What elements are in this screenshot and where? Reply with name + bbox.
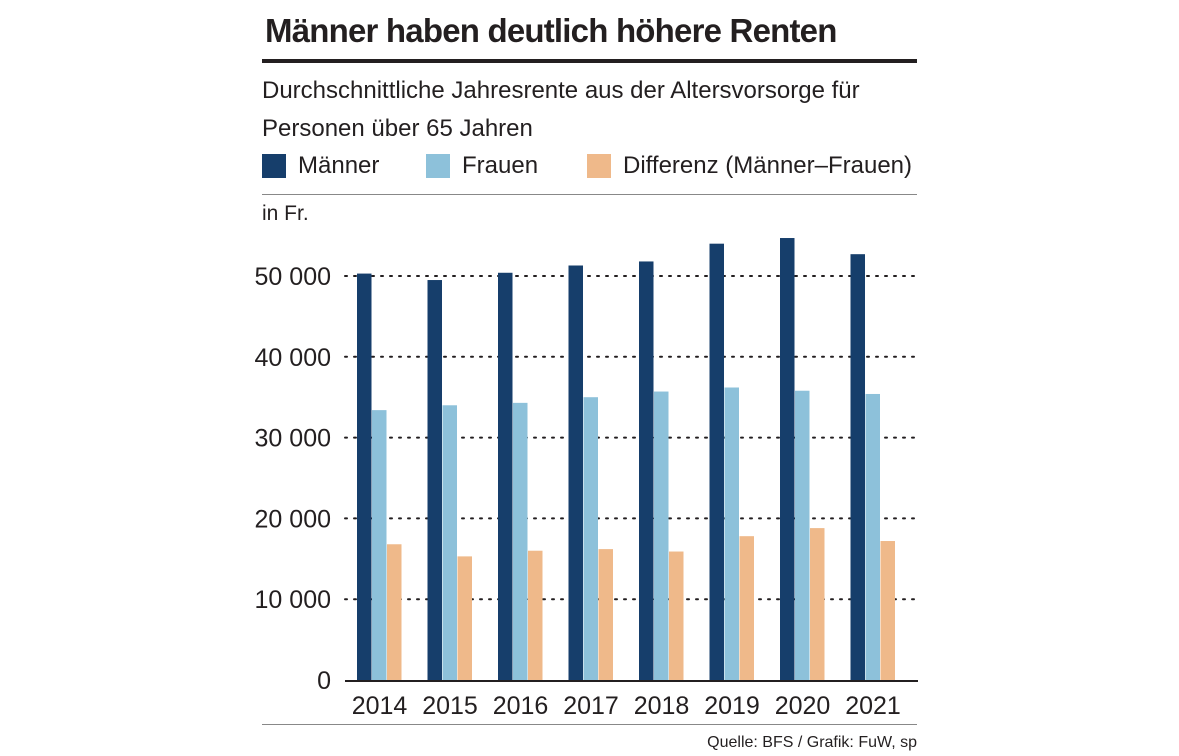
bar-differenz-2014 [387, 544, 402, 680]
legend: Männer Frauen Differenz (Männer–Frauen) [262, 152, 922, 186]
y-tick-label: 20 000 [255, 505, 331, 533]
bar-maenner-2018 [639, 261, 654, 680]
x-tick-label: 2020 [775, 692, 831, 720]
x-tick-label: 2021 [845, 692, 901, 720]
bar-differenz-2020 [810, 528, 825, 680]
chart-title: Männer haben deutlich höhere Renten [265, 12, 837, 49]
y-tick-label: 30 000 [255, 425, 331, 453]
bar-frauen-2014 [372, 410, 387, 680]
bar-maenner-2021 [850, 254, 865, 680]
bar-frauen-2020 [795, 390, 810, 680]
y-tick-label: 10 000 [255, 586, 331, 614]
bar-frauen-2019 [724, 387, 739, 680]
bar-frauen-2016 [513, 402, 528, 680]
bar-maenner-2015 [427, 280, 442, 680]
bar-differenz-2021 [880, 541, 895, 680]
bar-differenz-2016 [528, 550, 543, 680]
x-tick-label: 2019 [704, 692, 760, 720]
y-tick-label: 50 000 [255, 263, 331, 291]
legend-label-frauen: Frauen [462, 152, 539, 179]
bar-maenner-2017 [568, 265, 583, 680]
x-tick-label: 2014 [352, 692, 408, 720]
bar-differenz-2015 [457, 556, 472, 680]
legend-item-frauen: Frauen [426, 152, 538, 180]
bar-differenz-2017 [598, 549, 613, 680]
title-rule [262, 59, 917, 63]
legend-rule [262, 194, 917, 195]
bar-maenner-2020 [780, 238, 795, 681]
legend-swatch-differenz [587, 154, 611, 178]
chart-subtitle: Durchschnittliche Jahresrente aus der Al… [262, 77, 860, 142]
bar-maenner-2014 [357, 273, 372, 680]
y-tick-label: 0 [317, 667, 331, 695]
legend-swatch-frauen [426, 154, 450, 178]
bar-frauen-2018 [654, 391, 669, 680]
bar-maenner-2016 [498, 272, 513, 680]
bar-differenz-2019 [739, 536, 754, 680]
unit-label: in Fr. [262, 202, 309, 225]
legend-item-maenner: Männer [262, 152, 379, 180]
bar-frauen-2015 [442, 405, 457, 680]
x-tick-label: 2017 [563, 692, 619, 720]
source-note: Quelle: BFS / Grafik: FuW, sp [707, 734, 917, 751]
x-tick-label: 2015 [422, 692, 478, 720]
y-tick-label: 40 000 [255, 344, 331, 372]
x-tick-label: 2018 [634, 692, 690, 720]
x-tick-label: 2016 [493, 692, 549, 720]
legend-label-differenz: Differenz (Männer–Frauen) [623, 152, 913, 179]
bar-maenner-2019 [709, 243, 724, 680]
legend-label-maenner: Männer [298, 152, 380, 179]
bar-frauen-2021 [865, 393, 880, 680]
legend-swatch-maenner [262, 154, 286, 178]
source-rule [262, 724, 917, 725]
legend-item-differenz: Differenz (Männer–Frauen) [587, 152, 912, 180]
bar-differenz-2018 [669, 551, 684, 680]
bar-frauen-2017 [583, 397, 598, 680]
